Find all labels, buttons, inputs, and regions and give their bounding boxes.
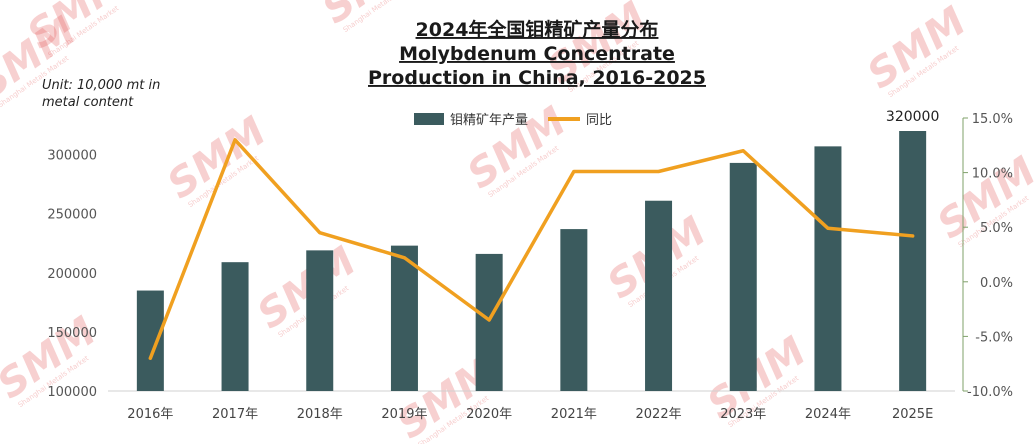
y-left-tick-label: 300000 (47, 149, 97, 164)
yoy-point (657, 170, 661, 174)
bar (560, 229, 588, 391)
legend: 钼精矿年产量 同比 (414, 113, 612, 128)
x-tick-label: 2017年 (212, 407, 258, 422)
x-tick-label: 2024年 (805, 407, 851, 422)
yoy-point (487, 318, 491, 322)
x-tick-label: 2019年 (381, 407, 427, 422)
yoy-point (572, 170, 576, 174)
bar (136, 290, 164, 391)
y-left-tick-label: 150000 (47, 326, 97, 341)
y-left-tick-label: 250000 (47, 208, 97, 223)
chart-title-line-3: Production in China, 2016-2025 (368, 67, 706, 89)
y-left-tick-label: 200000 (47, 267, 97, 282)
y-right-tick-label: 5.0% (980, 221, 1013, 236)
y-right-tick-label: -5.0% (975, 330, 1013, 345)
yoy-point (318, 231, 322, 235)
bar-data-label: 320000 (886, 109, 939, 125)
x-tick-label: 2025E (892, 407, 933, 422)
bar (306, 250, 334, 391)
x-tick-label: 2018年 (297, 407, 343, 422)
legend-swatch-bars (414, 113, 444, 125)
x-tick-label: 2022年 (636, 407, 682, 422)
chart-title-line-1: 2024年全国钼精矿产量分布 (416, 18, 659, 41)
y-left-tick-label: 100000 (47, 385, 97, 400)
yoy-point (911, 234, 915, 238)
line-series (148, 138, 915, 360)
bar (475, 253, 503, 391)
yoy-point (148, 356, 152, 360)
y-right-tick-label: 15.0% (972, 112, 1013, 127)
bar (390, 245, 418, 391)
bar (221, 262, 249, 391)
unit-label-line-2: metal content (42, 95, 134, 110)
bar (814, 146, 842, 391)
yoy-point (233, 138, 237, 142)
y-right-tick-label: 0.0% (980, 276, 1013, 291)
legend-label-line: 同比 (586, 113, 612, 128)
chart-title-line-2: Molybdenum Concentrate (399, 43, 675, 65)
x-tick-label: 2023年 (720, 407, 766, 422)
x-tick-label: 2021年 (551, 407, 597, 422)
bar-series (136, 131, 927, 391)
y-right-tick-label: 10.0% (972, 167, 1013, 182)
yoy-point (402, 256, 406, 260)
yoy-point (741, 149, 745, 153)
bar (645, 200, 673, 391)
chart-title: 2024年全国钼精矿产量分布 Molybdenum Concentrate Pr… (368, 18, 706, 89)
y-right-tick-label: -10.0% (967, 385, 1013, 400)
unit-label-line-1: Unit: 10,000 mt in (42, 78, 160, 93)
axes-layer: 100000 150000 200000 250000 300000 15.0% 10.0%… (47, 112, 1013, 422)
bar (729, 162, 757, 391)
unit-label: Unit: 10,000 mt in metal content (42, 78, 160, 110)
data-labels: 320000 (886, 109, 939, 125)
yoy-point (826, 226, 830, 230)
yoy-line (148, 138, 915, 360)
bar (899, 131, 927, 391)
watermark-text: SMM (314, 0, 429, 33)
legend-label-bars: 钼精矿年产量 (450, 113, 528, 128)
x-tick-label: 2020年 (466, 407, 512, 422)
x-tick-label: 2016年 (127, 407, 173, 422)
